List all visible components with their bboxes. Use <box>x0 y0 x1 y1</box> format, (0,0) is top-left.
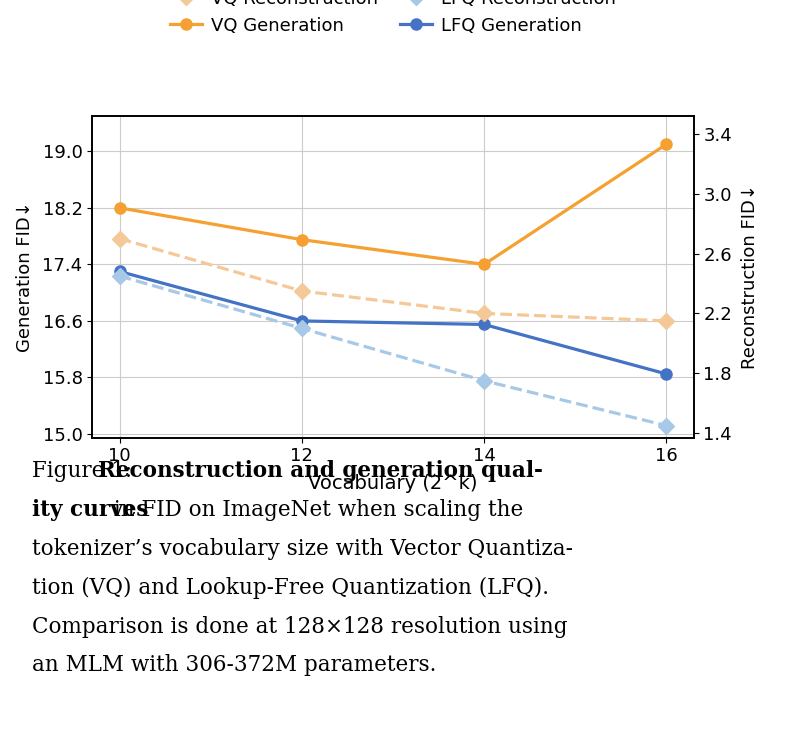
Y-axis label: Generation FID↓: Generation FID↓ <box>16 201 34 352</box>
Y-axis label: Reconstruction FID↓: Reconstruction FID↓ <box>740 184 759 370</box>
Text: an MLM with 306-372M parameters.: an MLM with 306-372M parameters. <box>32 654 436 676</box>
Legend: VQ Reconstruction, VQ Generation, LFQ Reconstruction, LFQ Generation: VQ Reconstruction, VQ Generation, LFQ Re… <box>170 0 616 35</box>
X-axis label: Vocabulary (2^k): Vocabulary (2^k) <box>308 473 478 493</box>
Text: Comparison is done at 128×128 resolution using: Comparison is done at 128×128 resolution… <box>32 616 568 637</box>
Text: in FID on ImageNet when scaling the: in FID on ImageNet when scaling the <box>107 499 523 521</box>
Text: tion (VQ) and Lookup-Free Quantization (LFQ).: tion (VQ) and Lookup-Free Quantization (… <box>32 577 549 599</box>
Text: tokenizer’s vocabulary size with Vector Quantiza-: tokenizer’s vocabulary size with Vector … <box>32 538 573 560</box>
Text: Reconstruction and generation qual-: Reconstruction and generation qual- <box>98 460 543 482</box>
Text: ity curves: ity curves <box>32 499 148 521</box>
Text: Figure 1:: Figure 1: <box>32 460 139 482</box>
